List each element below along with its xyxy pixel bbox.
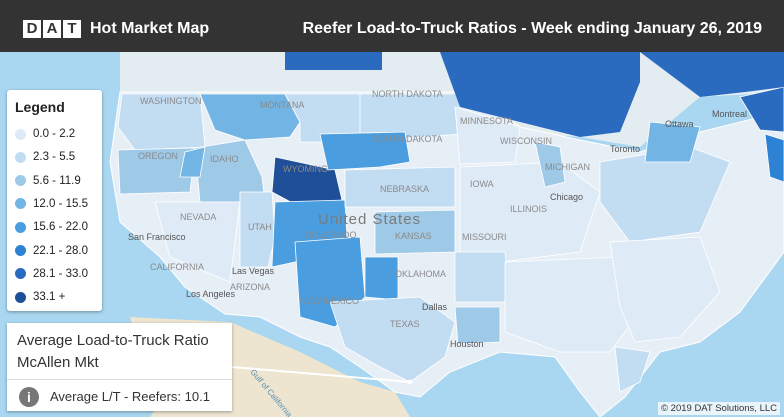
legend-item: 5.6 - 11.9 [15, 172, 81, 190]
map-label-state: WISCONSIN [500, 136, 552, 146]
map-label-state: TEXAS [390, 319, 420, 329]
legend-swatch [15, 198, 26, 210]
map-label-state: MISSOURI [462, 232, 507, 242]
region-texas [329, 296, 456, 383]
legend-item: 22.1 - 28.0 [15, 242, 88, 260]
map-label-state: OKLAHOMA [395, 269, 446, 279]
market-info-panel: Average Load-to-Truck Ratio McAllen Mkt … [7, 323, 232, 411]
legend-label: 22.1 - 28.0 [33, 244, 88, 257]
legend-label: 12.0 - 15.5 [33, 197, 88, 210]
market-pointer-line [231, 366, 411, 383]
legend-swatch [15, 245, 26, 256]
map-label-city: Los Angeles [186, 289, 236, 299]
legend-swatch [15, 128, 26, 140]
map-label-state: MICHIGAN [545, 162, 590, 172]
map-label-state: ILLINOIS [510, 204, 547, 214]
market-name: McAllen Mkt [17, 354, 99, 371]
region-missouri [454, 251, 511, 303]
legend-swatch [15, 151, 26, 163]
map-label-city: Houston [450, 339, 484, 349]
report-title: Reefer Load-to-Truck Ratios - Week endin… [302, 20, 762, 37]
dat-logo: D A T [23, 20, 81, 38]
divider [7, 379, 232, 380]
market-marker [407, 379, 413, 385]
map-label-state: IDAHO [210, 154, 239, 164]
legend-label: 28.1 - 33.0 [33, 267, 88, 280]
map-label-state: CALIFORNIA [150, 262, 204, 272]
map-label-state: NEVADA [180, 212, 216, 222]
legend-item: 15.6 - 22.0 [15, 218, 88, 236]
region-maine [739, 86, 784, 133]
map-label-state: IOWA [470, 179, 494, 189]
region-new-england [764, 133, 784, 183]
region-idaho [194, 139, 266, 203]
map-label-city: Ottawa [665, 119, 694, 129]
region-ny-strip [644, 121, 701, 163]
legend-swatch [15, 221, 26, 233]
map-label-state: NORTH DAKOTA [372, 89, 443, 99]
legend-label: 2.3 - 5.5 [33, 151, 76, 164]
map-label-state: ARIZONA [230, 282, 270, 292]
map-label-city: San Francisco [128, 232, 186, 242]
legend-title: Legend [15, 99, 65, 115]
legend-label: 0.0 - 2.2 [33, 128, 76, 140]
info-title: Average Load-to-Truck Ratio [17, 332, 209, 349]
map-label-state: NEBRASKA [380, 184, 429, 194]
region-southeast [609, 236, 721, 343]
legend-item: 0.0 - 2.2 [15, 125, 75, 143]
region-michigan [534, 141, 566, 188]
map-label-state: WYOMING [283, 164, 328, 174]
region-minnesota [454, 106, 521, 165]
map-label-state: SOUTH DAKOTA [372, 134, 442, 144]
region-utah [239, 191, 276, 268]
map-label-city: Montreal [712, 109, 747, 119]
region-east-canada [640, 52, 784, 97]
region-oregon [117, 147, 196, 195]
region-west-idaho-blue [179, 146, 206, 178]
region-nebraska [344, 166, 456, 208]
legend-swatch [15, 268, 26, 280]
map-label-country: United States [318, 211, 421, 228]
logo-letter: A [43, 20, 61, 38]
legend-item: 28.1 - 33.0 [15, 265, 88, 283]
map-label-state: NEW MEXICO [300, 296, 359, 306]
map-label-city: Las Vegas [232, 266, 275, 276]
legend-swatch [15, 291, 26, 303]
map-label-state: KANSAS [395, 231, 432, 241]
legend-item: 12.0 - 15.5 [15, 195, 88, 213]
map-label-city: Dallas [422, 302, 448, 312]
copyright-text: © 2019 DAT Solutions, LLC [658, 402, 780, 415]
region-nevada [154, 201, 241, 283]
region-florida-strip [614, 346, 651, 393]
map-label-state: COLORADO [305, 230, 357, 240]
region-quebec [440, 52, 640, 137]
legend-label: 15.6 - 22.0 [33, 221, 88, 234]
map-label-state: UTAH [248, 222, 272, 232]
logo-letter: T [63, 20, 81, 38]
header-bar: D A T Hot Market Map Reefer Load-to-Truc… [0, 0, 784, 52]
logo-letter: D [23, 20, 41, 38]
legend-swatch [15, 175, 26, 187]
region-south-dakota [319, 131, 411, 171]
map-label-state: MONTANA [260, 100, 304, 110]
info-icon[interactable]: i [19, 387, 39, 407]
app-title: Hot Market Map [90, 20, 210, 37]
region-montana-band [285, 52, 382, 70]
region-arkansas [454, 306, 501, 345]
map-label-city: Chicago [550, 192, 583, 202]
map-label-state: MINNESOTA [460, 116, 513, 126]
map-label-state: WASHINGTON [140, 96, 202, 106]
map-label-city: Toronto [610, 144, 640, 154]
legend-item: 33.1 + [15, 288, 65, 306]
legend-item: 2.3 - 5.5 [15, 148, 75, 166]
legend-panel: Legend 0.0 - 2.2 2.3 - 5.5 5.6 - 11.9 12.0 … [7, 90, 102, 311]
map-label-state: OREGON [138, 151, 178, 161]
legend-label: 33.1 + [33, 291, 66, 304]
region-oklahoma-east [364, 256, 399, 301]
legend-label: 5.6 - 11.9 [33, 174, 81, 187]
average-lt-value: Average L/T - Reefers: 10.1 [50, 389, 210, 404]
